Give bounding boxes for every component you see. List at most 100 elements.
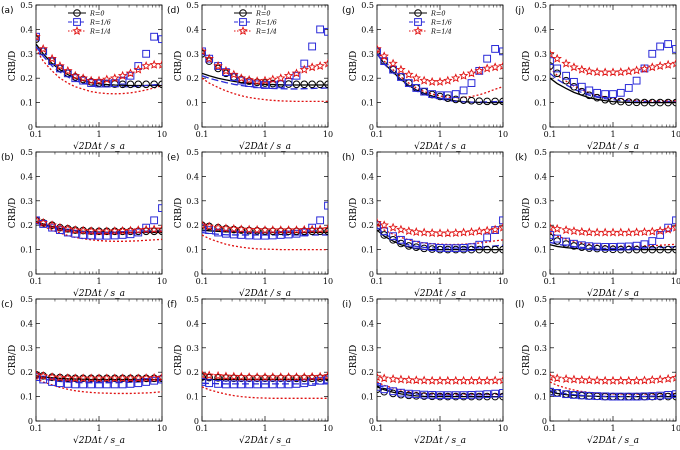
data-point-circle (672, 98, 676, 107)
data-point-star (655, 374, 665, 384)
data-point-square (102, 380, 111, 389)
plot-area (550, 40, 676, 107)
x-tick-label: 0.1 (371, 424, 384, 433)
x-tick-label: 1 (262, 130, 267, 139)
x-axis-label: √2DΔt / s_a (414, 141, 466, 152)
data-point-square (664, 390, 673, 399)
panel-label: (e) (167, 153, 180, 163)
data-point-star (458, 70, 469, 80)
data-point-star (236, 73, 246, 83)
data-point-star (550, 222, 555, 232)
y-tick-label: 0.2 (20, 74, 33, 83)
y-tick-label: 0.2 (186, 221, 199, 230)
data-point-star (592, 67, 602, 77)
y-tick-label: 0.4 (534, 172, 547, 181)
plot-frame (549, 151, 677, 275)
x-tick-label: 1 (610, 424, 615, 433)
panel-a: 00.10.20.30.40.50.1 1 10(a)CRB/D√2DΔt / s_… (1, 1, 167, 152)
data-point-star (584, 227, 594, 237)
data-point-circle (134, 80, 143, 89)
data-point-star (78, 73, 88, 83)
data-point-square (71, 380, 80, 389)
x-axis-label: √2DΔt / s_a (73, 435, 125, 446)
data-point-star (141, 373, 151, 383)
data-point-square (601, 243, 610, 251)
theory-curve-square (202, 382, 328, 385)
theory-curve-star (36, 48, 162, 95)
data-point-square (39, 220, 48, 228)
data-point-star (236, 224, 246, 234)
data-point-star (411, 227, 421, 237)
data-point-star (451, 228, 461, 238)
data-point-star (276, 372, 286, 382)
data-point-square (451, 90, 460, 98)
data-point-star (229, 371, 239, 381)
data-point-square (142, 49, 151, 58)
data-point-star (55, 372, 65, 382)
data-point-circle (499, 97, 503, 106)
data-point-star (36, 215, 41, 225)
data-point-star (244, 372, 254, 382)
data-point-circle (150, 227, 158, 236)
plot-area (377, 372, 503, 401)
data-point-circle (214, 374, 222, 382)
data-point-circle (300, 80, 309, 89)
data-point-square (420, 242, 429, 251)
x-tick-label: 0.1 (544, 130, 557, 139)
data-point-star (498, 61, 503, 71)
data-point-star (419, 75, 429, 85)
data-point-star (47, 53, 57, 63)
data-point-circle (261, 227, 269, 235)
data-point-star (490, 62, 500, 72)
data-point-square (118, 231, 127, 239)
y-tick-label: 0.1 (534, 393, 547, 402)
y-tick-label: 0.4 (186, 172, 199, 181)
data-point-star (133, 225, 143, 235)
data-point-star (561, 225, 571, 235)
panel-g: 00.10.20.30.40.50.1 1 10(g)CRB/D√2DΔt / s_… (342, 1, 508, 152)
data-point-square (245, 79, 254, 87)
y-tick-label: 0.5 (20, 295, 33, 304)
y-tick-label: 0.2 (534, 74, 547, 83)
data-point-square (102, 79, 111, 88)
data-point-square (316, 376, 325, 385)
data-point-square (63, 228, 72, 237)
data-point-star (94, 226, 104, 236)
plot-frame (35, 298, 163, 422)
data-point-circle (499, 245, 503, 254)
data-point-star (490, 224, 500, 234)
data-point-star (435, 76, 445, 86)
x-tick-label: 0.1 (544, 277, 557, 286)
legend-label: R=1/4 (255, 28, 277, 36)
plot-frame (201, 151, 329, 275)
data-point-star (608, 67, 618, 77)
data-point-star (38, 217, 48, 227)
data-point-star (639, 227, 650, 237)
x-tick-label: 1 (610, 277, 615, 286)
y-tick-label: 0.5 (186, 148, 199, 157)
data-point-star (244, 224, 254, 234)
data-point-star (647, 375, 657, 385)
data-point-star (125, 68, 136, 78)
data-point-circle (150, 80, 158, 89)
data-point-square (672, 390, 676, 399)
theory-curve-square (202, 231, 328, 236)
y-tick-label: 0 (542, 417, 547, 426)
data-point-star (149, 224, 159, 234)
y-tick-label: 0 (28, 270, 33, 279)
data-point-square (553, 234, 562, 243)
data-point-star (671, 58, 676, 68)
data-point-star (94, 75, 104, 85)
y-tick-label: 0.3 (361, 344, 374, 353)
panel-label: (f) (167, 300, 177, 310)
data-point-star (552, 53, 562, 63)
x-tick-label: 10 (671, 130, 680, 139)
theory-curve-star (377, 381, 503, 395)
data-point-square (632, 76, 641, 85)
y-tick-label: 0.1 (186, 393, 199, 402)
data-point-circle (640, 98, 649, 107)
legend-label: R=0 (255, 10, 270, 18)
y-tick-label: 0.2 (186, 368, 199, 377)
data-point-star (404, 69, 414, 79)
data-point-circle (672, 245, 676, 254)
